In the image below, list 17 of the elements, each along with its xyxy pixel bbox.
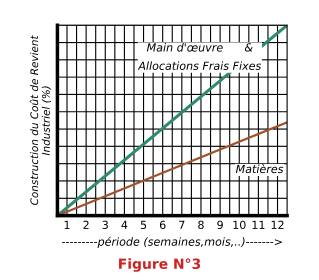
x-axis-title: ---------période (semaines,mois,..)-------> — [62, 236, 282, 248]
x-tick-label: 8 — [198, 220, 204, 230]
x-tick-label: 12 — [272, 220, 284, 229]
x-tick-label: 6 — [160, 220, 166, 230]
x-tick-label: 4 — [121, 220, 128, 229]
x-tick-label: 11 — [252, 220, 264, 229]
x-tick-label: 7 — [179, 220, 184, 229]
x-tick-label: 9 — [217, 220, 223, 230]
series-label: Main d'œuvre & Allocations Frais Fixes — [138, 43, 262, 70]
x-tick-label: 3 — [102, 220, 108, 230]
y-axis-title: Construction du Coût de Revient Industriel (%) — [30, 35, 52, 205]
x-tick-label: 1 — [64, 220, 70, 229]
x-tick-label: 5 — [140, 220, 146, 230]
text: Figure N°3 — [119, 258, 200, 272]
series-label: Matières — [236, 164, 284, 174]
x-tick-label: 2 — [83, 220, 89, 229]
x-tick-label: 10 — [233, 220, 246, 230]
